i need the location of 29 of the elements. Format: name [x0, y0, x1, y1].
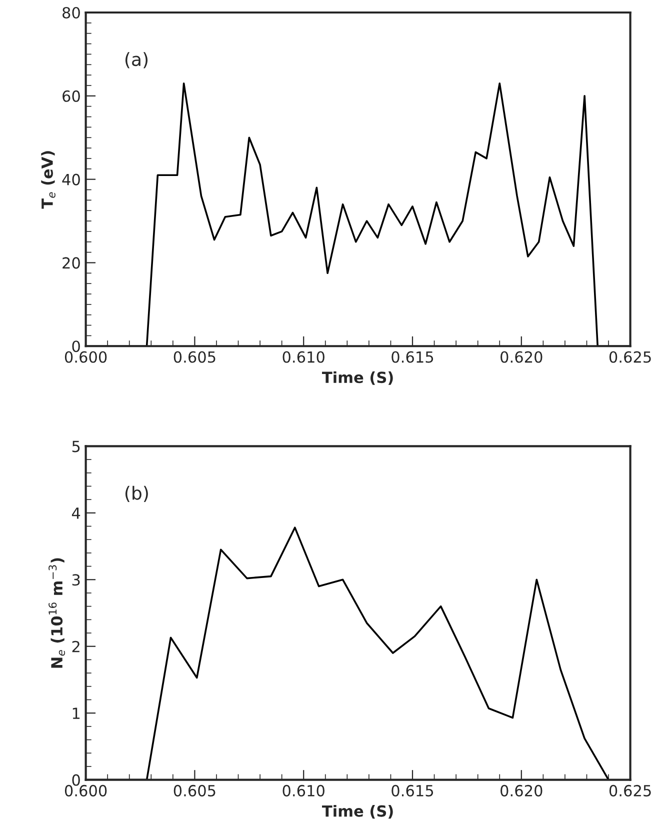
y-axis-title: N$_{e}$ (10$^{16}$ m$^{−3}$) — [48, 558, 66, 668]
x-tick-label: 0.610 — [282, 784, 324, 796]
x-tick-label: 0.610 — [282, 351, 324, 363]
y-tick-label: 80 — [62, 6, 80, 19]
x-tick-label: 0.615 — [392, 351, 434, 363]
y-tick-label: 1 — [72, 708, 80, 719]
x-tick-label: 0.625 — [609, 351, 651, 363]
y-tick-label: 40 — [62, 174, 80, 186]
y-tick-label: 3 — [72, 574, 80, 586]
x-axis-title: Time (S) — [322, 804, 393, 819]
x-tick-label: 0.625 — [609, 784, 651, 796]
y-tick-label: 5 — [72, 440, 80, 452]
annotation: (b) — [125, 486, 148, 502]
y-tick-label: 2 — [72, 640, 80, 652]
y-tick-label: 60 — [62, 90, 80, 102]
x-tick-label: 0.605 — [174, 784, 216, 796]
y-tick-label: 4 — [72, 508, 80, 519]
x-tick-label: 0.615 — [392, 784, 434, 796]
x-axis-title: Time (S) — [322, 371, 393, 385]
annotation: (a) — [125, 52, 148, 68]
x-tick-label: 0.600 — [64, 784, 107, 796]
x-tick-label: 0.600 — [64, 351, 107, 363]
x-tick-label: 0.620 — [500, 784, 542, 796]
x-tick-label: 0.620 — [500, 351, 542, 363]
y-axis-title: T$_{e}$ (eV) — [41, 151, 56, 209]
x-tick-label: 0.605 — [174, 351, 216, 363]
y-tick-label: 0 — [72, 774, 80, 786]
y-tick-label: 0 — [72, 340, 80, 352]
y-tick-label: 20 — [62, 257, 80, 269]
